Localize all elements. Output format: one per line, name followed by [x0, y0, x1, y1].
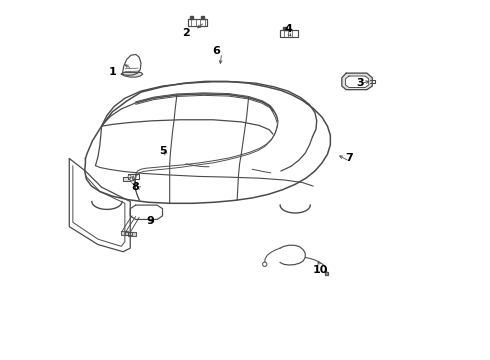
- Polygon shape: [130, 205, 163, 220]
- Polygon shape: [345, 76, 368, 87]
- Text: 1: 1: [108, 67, 116, 77]
- Polygon shape: [125, 231, 132, 235]
- Polygon shape: [128, 174, 139, 179]
- Polygon shape: [122, 54, 141, 75]
- Text: 8: 8: [132, 182, 140, 192]
- Polygon shape: [325, 272, 328, 275]
- Text: 2: 2: [182, 28, 190, 38]
- Polygon shape: [122, 231, 128, 234]
- Polygon shape: [191, 16, 194, 19]
- Polygon shape: [122, 72, 143, 77]
- Polygon shape: [342, 73, 372, 90]
- Circle shape: [263, 262, 267, 266]
- Polygon shape: [123, 177, 129, 181]
- Polygon shape: [201, 16, 204, 19]
- Text: 6: 6: [212, 46, 220, 56]
- Polygon shape: [128, 232, 136, 236]
- Polygon shape: [188, 19, 207, 26]
- Text: 3: 3: [356, 78, 364, 88]
- Circle shape: [128, 175, 131, 178]
- Text: 7: 7: [345, 153, 353, 163]
- Text: 5: 5: [159, 146, 166, 156]
- Circle shape: [130, 178, 133, 181]
- Circle shape: [132, 181, 135, 184]
- Text: 4: 4: [284, 24, 292, 35]
- Text: 9: 9: [146, 216, 154, 226]
- Text: 10: 10: [313, 265, 328, 275]
- Polygon shape: [283, 27, 287, 30]
- Polygon shape: [280, 30, 298, 37]
